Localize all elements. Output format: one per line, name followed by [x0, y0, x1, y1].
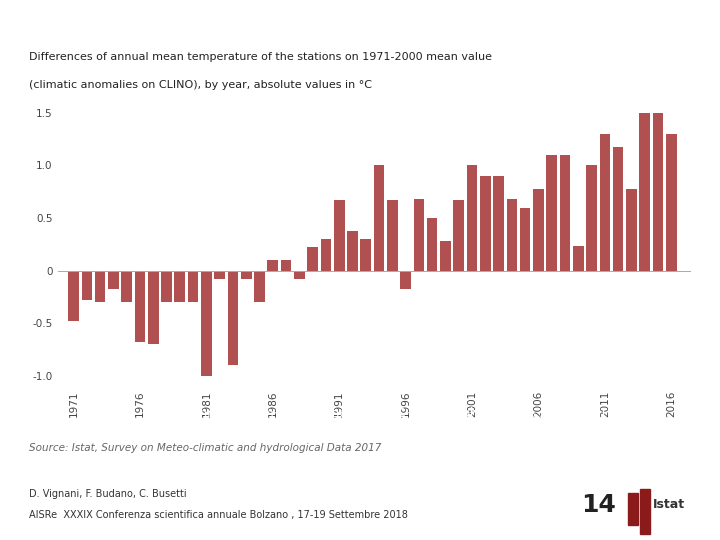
Text: 14: 14	[581, 493, 616, 517]
Bar	[652, 113, 663, 271]
Bar	[254, 271, 265, 302]
Bar	[374, 165, 384, 271]
Bar	[294, 271, 305, 279]
Bar	[639, 113, 650, 271]
Bar	[122, 271, 132, 302]
Bar	[629, 493, 638, 524]
Text: Source: Istat, Survey on Meteo-climatic and hydrological Data 2017: Source: Istat, Survey on Meteo-climatic …	[29, 443, 381, 453]
Bar	[640, 489, 650, 535]
Bar	[267, 260, 278, 271]
Bar	[241, 271, 251, 279]
Bar	[613, 146, 624, 271]
Text: Temperature main results: Temperature main results	[186, 16, 419, 30]
Bar	[666, 134, 677, 271]
Bar	[281, 260, 292, 271]
Bar	[188, 271, 199, 302]
Bar	[387, 200, 397, 271]
Bar	[546, 155, 557, 271]
Bar	[413, 199, 424, 271]
Text: 2014 annual mean temperature: 2014 annual mean temperature	[156, 407, 360, 420]
Bar	[440, 241, 451, 271]
Bar	[533, 188, 544, 271]
Text: AISRe  XXXIX Conferenza scientifica annuale Bolzano , 17-19 Settembre 2018: AISRe XXXIX Conferenza scientifica annua…	[29, 510, 408, 521]
Bar	[600, 134, 610, 271]
Bar	[520, 207, 531, 271]
Text: (climatic anomalies on CLINO), by year, absolute values in °C: (climatic anomalies on CLINO), by year, …	[29, 80, 372, 90]
Bar	[493, 176, 504, 271]
Bar	[201, 271, 212, 376]
Bar	[228, 271, 238, 365]
Bar	[161, 271, 172, 302]
Bar	[573, 246, 584, 271]
Bar	[427, 218, 438, 271]
Bar	[95, 271, 105, 302]
Bar	[334, 200, 344, 271]
Bar	[148, 271, 158, 344]
Text: 16,0°C: 16,0°C	[360, 407, 406, 420]
Bar	[361, 239, 371, 271]
Bar	[81, 271, 92, 300]
Bar	[174, 271, 185, 302]
Text: 1/2: 1/2	[475, 16, 504, 30]
Bar	[108, 271, 119, 289]
Bar	[135, 271, 145, 342]
Bar	[467, 165, 477, 271]
Bar	[307, 247, 318, 271]
Text: Differences of annual mean temperature of the stations on 1971-2000 mean value: Differences of annual mean temperature o…	[29, 52, 492, 63]
Bar	[215, 271, 225, 279]
Bar	[559, 155, 570, 271]
Text: D. Vignani, F. Budano, C. Busetti: D. Vignani, F. Budano, C. Busetti	[29, 489, 186, 500]
Bar	[507, 199, 517, 271]
Bar	[586, 165, 597, 271]
Bar	[626, 188, 636, 271]
Text: is the highest value since 1971: is the highest value since 1971	[408, 407, 607, 420]
Bar	[454, 200, 464, 271]
Bar	[320, 239, 331, 271]
Text: Istat: Istat	[653, 498, 685, 511]
Bar	[68, 271, 79, 321]
Bar	[347, 231, 358, 271]
Bar	[400, 271, 411, 289]
Bar	[480, 176, 490, 271]
